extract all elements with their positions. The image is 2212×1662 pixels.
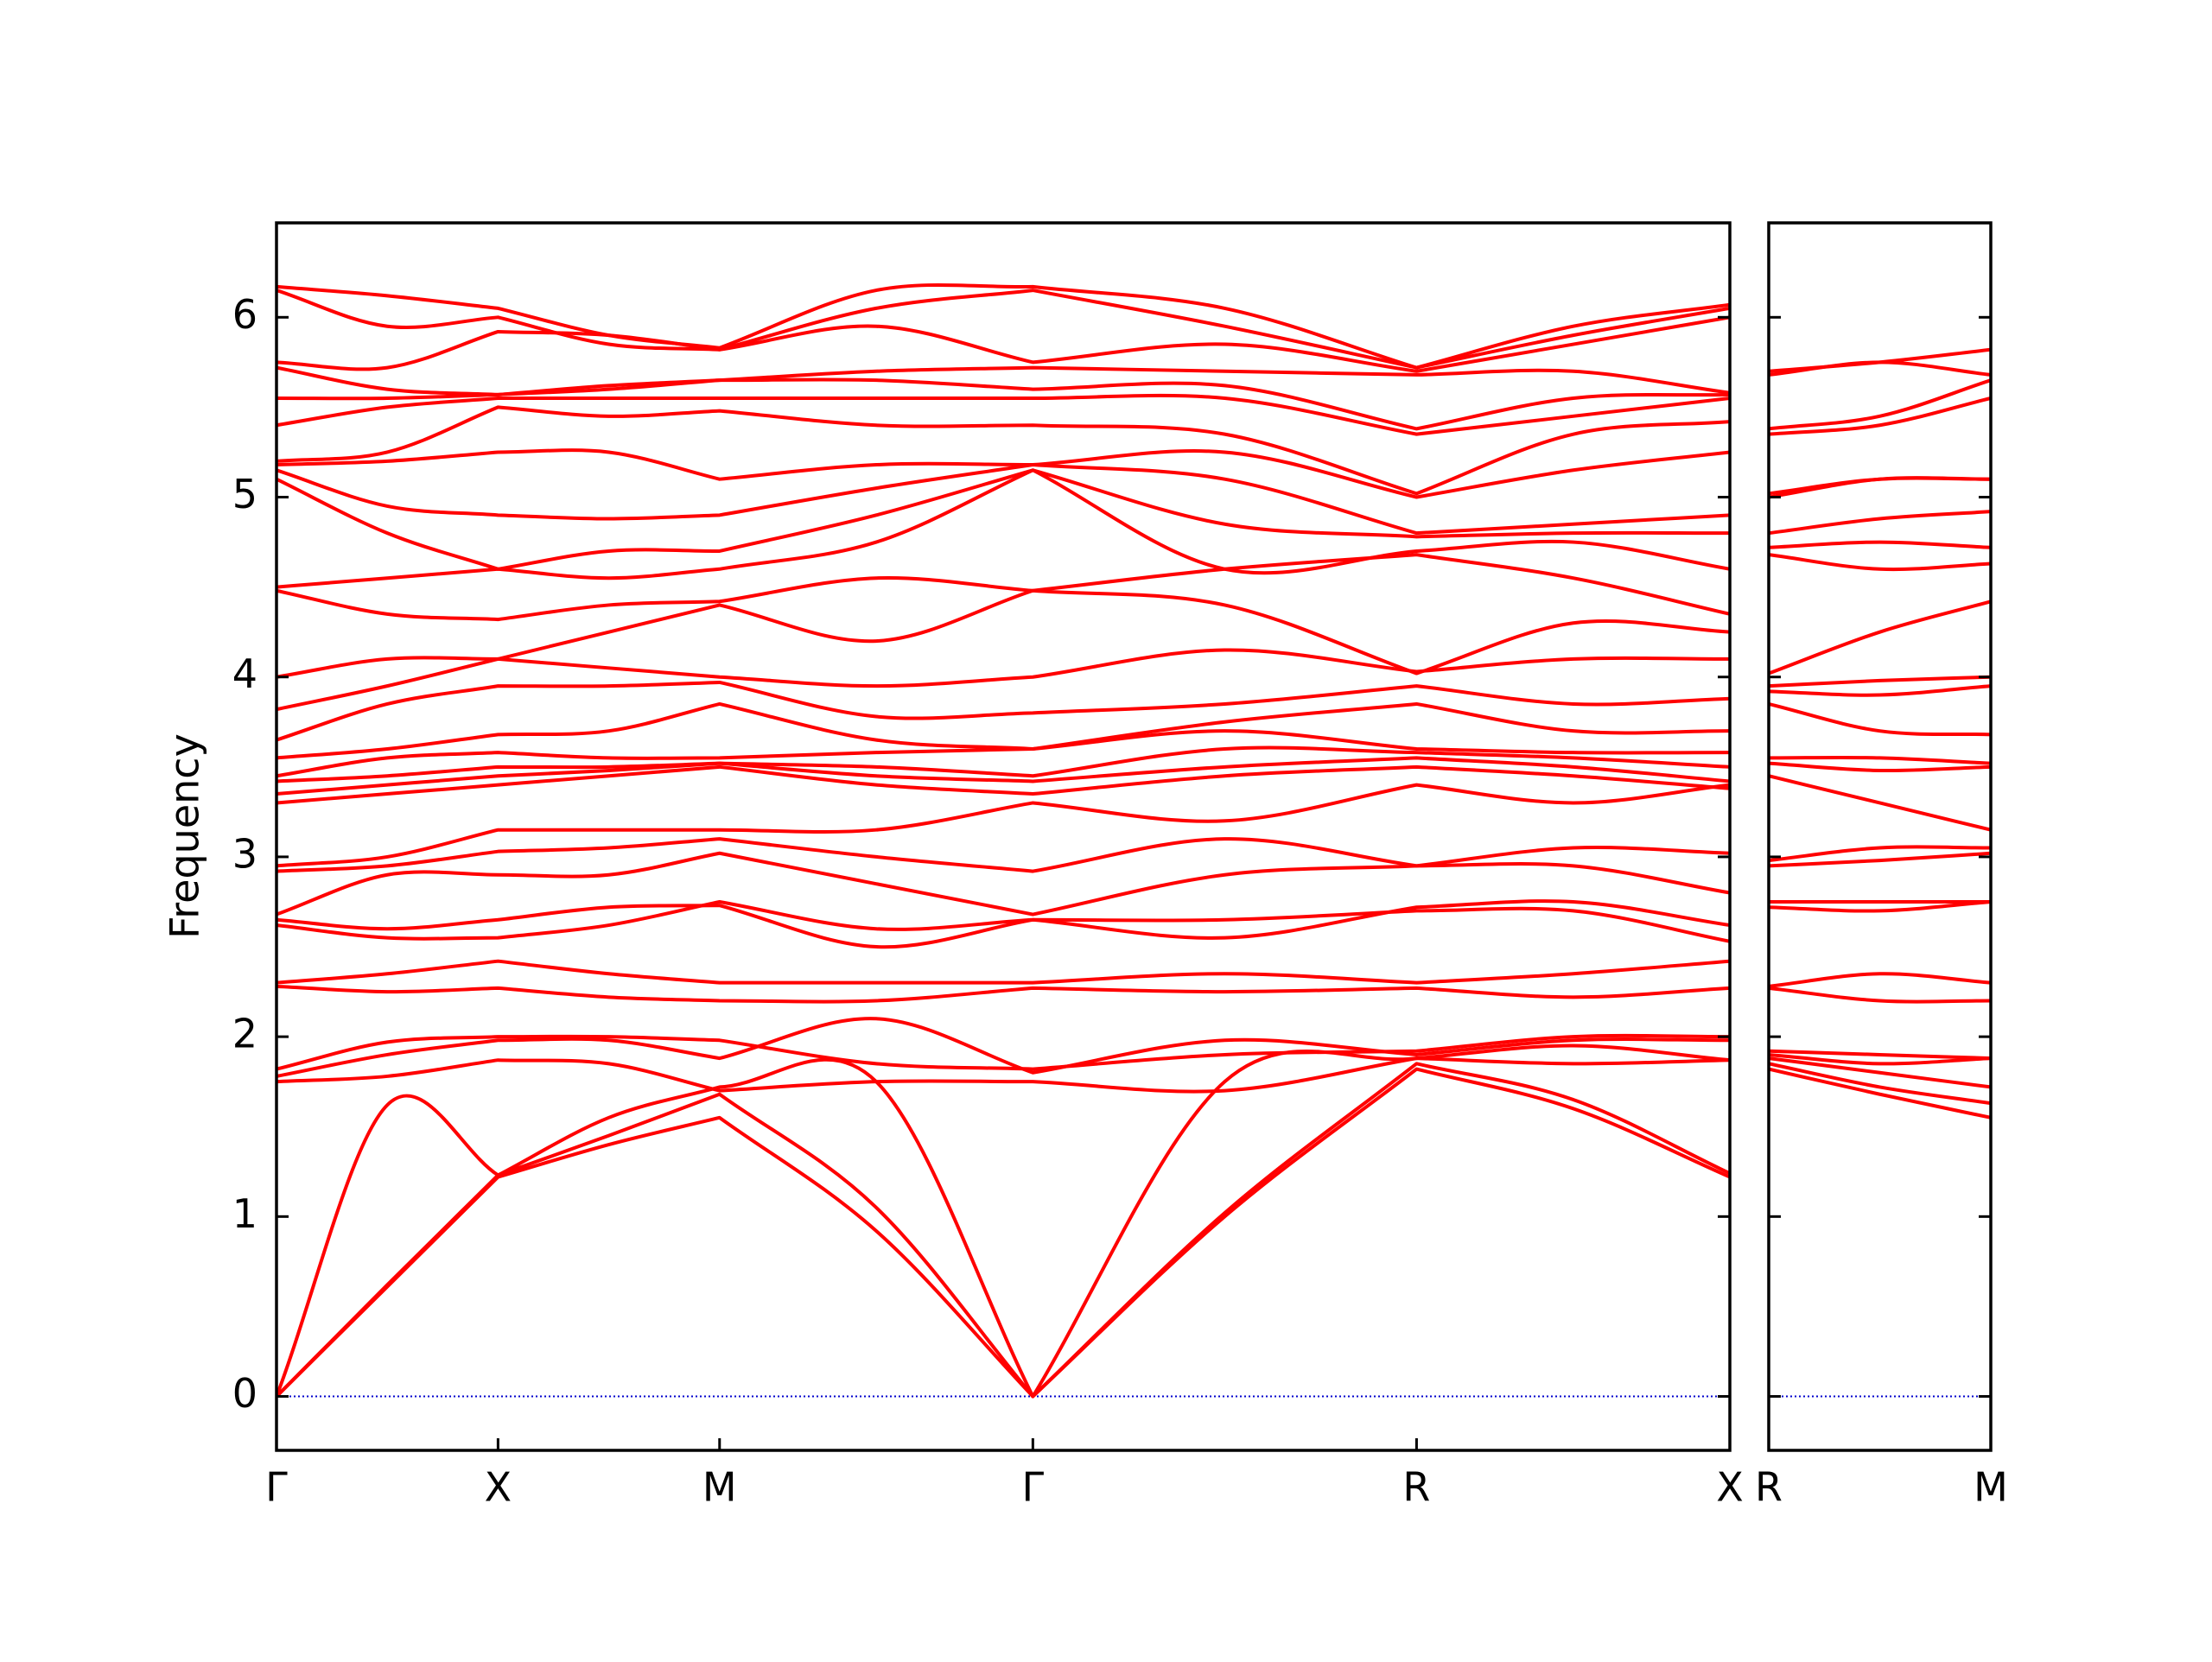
x-tick-label: Γ xyxy=(1022,1464,1045,1511)
band-line xyxy=(1769,675,1991,688)
band-line xyxy=(1769,702,1991,737)
band-line xyxy=(1769,1052,1991,1066)
band-line xyxy=(1769,755,1991,765)
y-tick-label: 5 xyxy=(232,471,257,517)
x-tick-label: R xyxy=(1402,1464,1430,1511)
band-line xyxy=(1769,510,1991,536)
band-line xyxy=(1769,1056,1991,1089)
band-line xyxy=(276,756,1730,796)
plot-area xyxy=(276,282,1730,1399)
band-line xyxy=(276,448,1730,499)
band-line xyxy=(276,468,1730,571)
band-line xyxy=(276,463,1730,536)
y-axis-label: Frequency xyxy=(162,733,208,939)
band-line xyxy=(1769,851,1991,868)
y-tick-label: 0 xyxy=(232,1370,257,1417)
band-line xyxy=(1769,972,1991,988)
y-tick-label: 4 xyxy=(232,650,257,697)
x-tick-label: R xyxy=(1755,1464,1783,1511)
band-line xyxy=(276,282,1730,370)
band-line xyxy=(1769,553,1991,572)
band-line xyxy=(1769,761,1991,773)
band-line xyxy=(276,315,1730,373)
band-line xyxy=(276,899,1730,949)
band-line xyxy=(1769,684,1991,697)
band-line xyxy=(1769,1062,1991,1106)
x-tick-label: Γ xyxy=(265,1464,288,1511)
band-line xyxy=(1769,1049,1991,1061)
band-line xyxy=(1769,774,1991,832)
band-line xyxy=(276,745,1730,783)
band-line xyxy=(276,984,1730,1004)
band-line xyxy=(276,588,1730,679)
plot-area xyxy=(1769,347,1991,1398)
band-line xyxy=(1769,899,1991,913)
band-line xyxy=(1769,476,1991,496)
band-line xyxy=(1769,986,1991,1004)
band-line xyxy=(276,365,1730,396)
band-line xyxy=(1769,347,1991,373)
band-line xyxy=(1769,599,1991,676)
band-line xyxy=(1769,845,1991,863)
band-line xyxy=(276,1017,1730,1078)
band-line xyxy=(276,1067,1730,1399)
band-line xyxy=(276,764,1730,805)
band-line xyxy=(276,783,1730,868)
band-line xyxy=(276,851,1730,917)
x-tick-label: M xyxy=(702,1464,737,1511)
band-line xyxy=(276,468,1730,589)
band-line xyxy=(276,393,1730,436)
axes-frame xyxy=(275,221,1732,1452)
y-tick-label: 2 xyxy=(232,1011,257,1057)
band-line xyxy=(276,959,1730,985)
band-line xyxy=(276,899,1730,943)
y-tick-label: 1 xyxy=(232,1190,257,1237)
axes-frame xyxy=(1767,221,1993,1452)
band-line xyxy=(276,1050,1730,1399)
band-line xyxy=(276,289,1730,370)
band-line xyxy=(1769,540,1991,549)
band-line xyxy=(1769,396,1991,436)
band-line xyxy=(276,1062,1730,1399)
band-line xyxy=(276,1044,1730,1094)
y-tick-label: 3 xyxy=(232,830,257,877)
band-line xyxy=(276,837,1730,873)
band-line xyxy=(276,405,1730,496)
band-line xyxy=(1769,1067,1991,1120)
band-line xyxy=(276,1033,1730,1071)
x-tick-label: X xyxy=(1716,1464,1744,1511)
band-line xyxy=(1769,378,1991,431)
y-tick-label: 6 xyxy=(232,291,257,338)
x-tick-label: X xyxy=(485,1464,512,1511)
band-line xyxy=(276,648,1730,712)
band-line xyxy=(276,377,1730,431)
band-line xyxy=(276,680,1730,742)
band-line xyxy=(276,701,1730,760)
band-line xyxy=(276,553,1730,622)
band-line xyxy=(276,729,1730,778)
x-tick-label: M xyxy=(1974,1464,2008,1511)
